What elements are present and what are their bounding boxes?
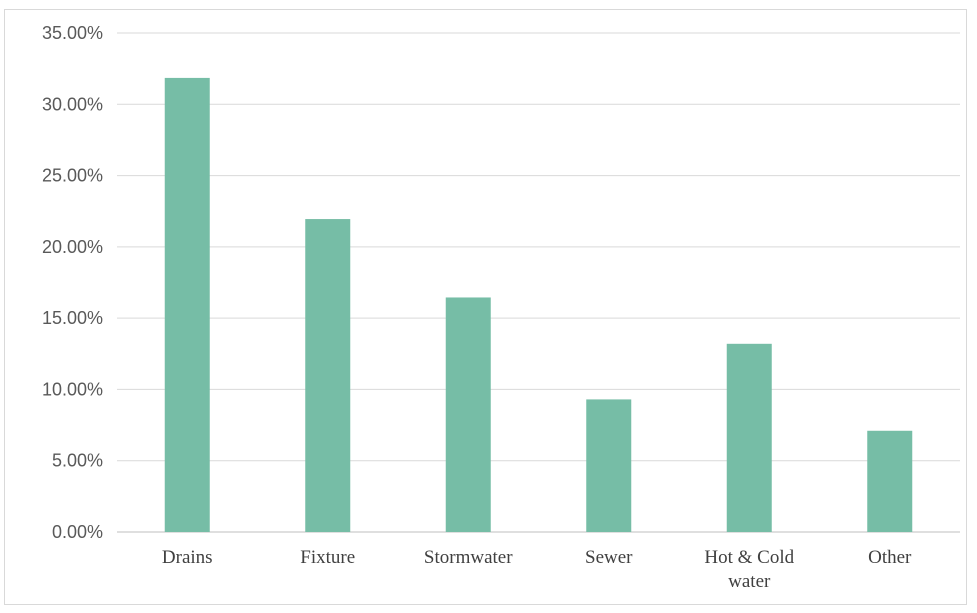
y-tick-label: 25.00%	[42, 166, 103, 186]
bar-fixture	[305, 219, 351, 532]
x-tick-label: Stormwater	[424, 547, 513, 568]
x-tick-label: Sewer	[585, 547, 633, 568]
bar-chart: 0.00% 5.00% 10.00% 15.00% 20.00% 25.00% 30.00%…	[42, 23, 960, 592]
y-tick-label: 20.00%	[42, 237, 103, 257]
y-tick-label: 35.00%	[42, 23, 103, 43]
y-tick-label: 30.00%	[42, 94, 103, 114]
y-tick-label: 5.00%	[52, 451, 103, 471]
y-axis-ticks: 0.00% 5.00% 10.00% 15.00% 20.00% 25.00% 30.00%…	[42, 23, 103, 542]
bar-other	[867, 430, 913, 532]
bars	[164, 77, 913, 532]
x-axis-ticks: Drains Fixture Stormwater Sewer Hot & Cold wa…	[162, 547, 912, 592]
bar-hot-cold-water	[726, 343, 772, 532]
y-tick-label: 15.00%	[42, 308, 103, 328]
bar-sewer	[586, 399, 632, 532]
x-tick-label: Other	[868, 547, 912, 568]
x-tick-label: Drains	[162, 547, 213, 568]
x-tick-label: Hot & Cold water	[704, 547, 794, 592]
chart-frame: 0.00% 5.00% 10.00% 15.00% 20.00% 25.00% 30.00%…	[4, 9, 967, 605]
x-tick-label: Fixture	[300, 547, 355, 568]
y-tick-label: 0.00%	[52, 522, 103, 542]
gridlines	[117, 32, 960, 533]
bar-stormwater	[445, 297, 491, 532]
bar-drains	[164, 77, 210, 532]
y-tick-label: 10.00%	[42, 379, 103, 399]
